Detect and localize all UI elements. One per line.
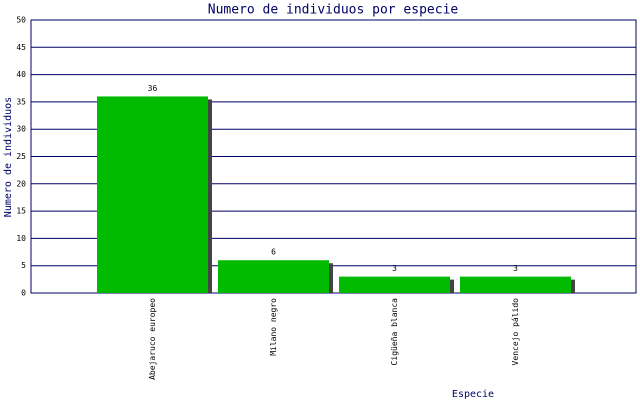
y-tick-label: 50 [16,16,26,25]
x-axis-label: Especie [452,389,494,400]
y-tick-label: 45 [16,43,26,52]
bar [339,276,450,293]
y-tick-label: 10 [16,234,26,243]
chart-title: Numero de individuos por especie [208,3,459,18]
y-tick-label: 0 [21,289,26,298]
data-label: 36 [148,84,158,93]
x-tick-label: Cigüeña blanca [390,298,399,366]
bar [460,276,571,293]
x-tick-label: Milano negro [269,298,278,356]
plot-border [30,19,637,294]
y-tick-label: 35 [16,97,26,106]
x-tick-label: Abejaruco europeo [148,298,157,380]
data-label: 3 [392,264,397,273]
bar [218,260,329,293]
y-tick-label: 15 [16,207,26,216]
bar [97,96,208,293]
y-tick-label: 30 [16,125,26,134]
data-label: 3 [513,264,518,273]
y-tick-label: 25 [16,152,26,161]
y-axis-label: Numero de individuos [3,97,14,217]
x-tick-label: Vencejo pálido [511,298,520,366]
y-tick-label: 40 [16,70,26,79]
y-tick-label: 20 [16,179,26,188]
y-tick-label: 5 [21,261,26,270]
data-label: 6 [271,248,276,257]
